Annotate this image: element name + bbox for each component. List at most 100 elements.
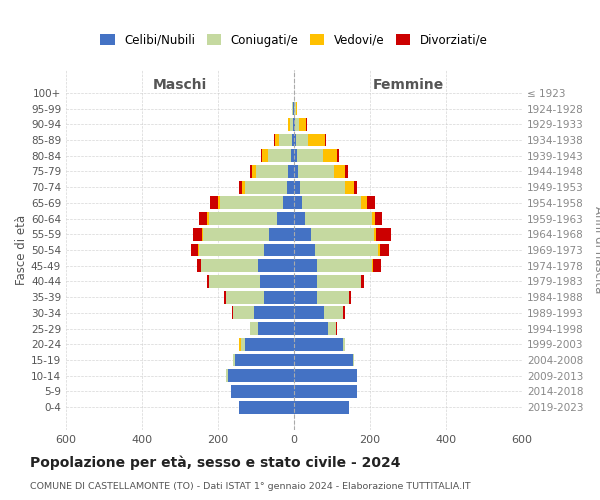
Bar <box>263 244 294 256</box>
Bar <box>325 306 343 320</box>
Bar <box>294 306 325 320</box>
Bar <box>328 322 336 335</box>
Bar <box>294 385 356 398</box>
Bar <box>336 322 337 335</box>
Bar <box>283 196 294 209</box>
Bar <box>296 134 308 146</box>
Bar <box>298 165 334 178</box>
Bar <box>209 212 277 225</box>
Bar <box>235 354 294 366</box>
Bar <box>226 370 227 382</box>
Bar <box>256 165 289 178</box>
Bar <box>206 275 209 288</box>
Bar <box>287 180 294 194</box>
Bar <box>343 338 346 351</box>
Bar <box>203 228 269 240</box>
Bar <box>353 180 358 194</box>
Bar <box>293 118 294 130</box>
Bar <box>337 149 339 162</box>
Bar <box>325 134 326 146</box>
Bar <box>294 275 317 288</box>
Bar <box>294 244 315 256</box>
Bar <box>201 260 258 272</box>
Bar <box>232 385 294 398</box>
Bar <box>292 102 293 115</box>
Bar <box>197 260 201 272</box>
Bar <box>311 228 374 240</box>
Bar <box>258 322 294 335</box>
Bar <box>294 370 356 382</box>
Bar <box>376 228 391 240</box>
Bar <box>317 260 372 272</box>
Bar <box>294 165 298 178</box>
Bar <box>343 306 346 320</box>
Bar <box>239 400 294 413</box>
Bar <box>277 212 294 225</box>
Bar <box>274 134 275 146</box>
Bar <box>296 102 298 115</box>
Bar <box>199 212 208 225</box>
Bar <box>294 354 353 366</box>
Bar <box>202 228 203 240</box>
Bar <box>305 212 372 225</box>
Bar <box>275 134 279 146</box>
Bar <box>242 180 245 194</box>
Bar <box>294 260 317 272</box>
Bar <box>258 260 294 272</box>
Bar <box>361 275 364 288</box>
Bar <box>268 149 291 162</box>
Bar <box>291 149 294 162</box>
Text: Femmine: Femmine <box>373 78 443 92</box>
Bar <box>295 118 299 130</box>
Bar <box>375 212 382 225</box>
Bar <box>245 180 287 194</box>
Bar <box>349 290 351 304</box>
Bar <box>289 118 290 130</box>
Bar <box>372 260 373 272</box>
Bar <box>232 306 233 320</box>
Bar <box>250 322 258 335</box>
Bar <box>293 102 294 115</box>
Bar <box>294 290 317 304</box>
Bar <box>294 134 296 146</box>
Bar <box>199 244 263 256</box>
Bar <box>302 196 361 209</box>
Bar <box>380 244 389 256</box>
Bar <box>294 196 302 209</box>
Bar <box>372 212 375 225</box>
Bar <box>269 228 294 240</box>
Bar <box>294 212 305 225</box>
Bar <box>294 322 328 335</box>
Bar <box>239 180 242 194</box>
Bar <box>292 134 294 146</box>
Bar <box>193 228 202 240</box>
Bar <box>373 260 380 272</box>
Bar <box>254 306 294 320</box>
Y-axis label: Fasce di età: Fasce di età <box>15 215 28 285</box>
Bar <box>227 370 294 382</box>
Bar <box>239 338 241 351</box>
Bar <box>279 134 292 146</box>
Bar <box>294 228 311 240</box>
Bar <box>220 196 283 209</box>
Bar <box>323 149 337 162</box>
Bar <box>198 244 199 256</box>
Bar <box>289 165 294 178</box>
Bar <box>334 165 344 178</box>
Bar <box>290 118 293 130</box>
Bar <box>346 180 353 194</box>
Bar <box>250 165 252 178</box>
Bar <box>308 134 325 146</box>
Bar <box>209 275 260 288</box>
Bar <box>245 338 294 351</box>
Bar <box>262 149 268 162</box>
Bar <box>356 370 358 382</box>
Bar <box>294 149 296 162</box>
Bar <box>295 102 296 115</box>
Bar <box>233 354 235 366</box>
Text: Popolazione per età, sesso e stato civile - 2024: Popolazione per età, sesso e stato civil… <box>30 456 401 470</box>
Bar <box>317 275 361 288</box>
Bar <box>374 228 376 240</box>
Text: Maschi: Maschi <box>153 78 207 92</box>
Bar <box>208 212 209 225</box>
